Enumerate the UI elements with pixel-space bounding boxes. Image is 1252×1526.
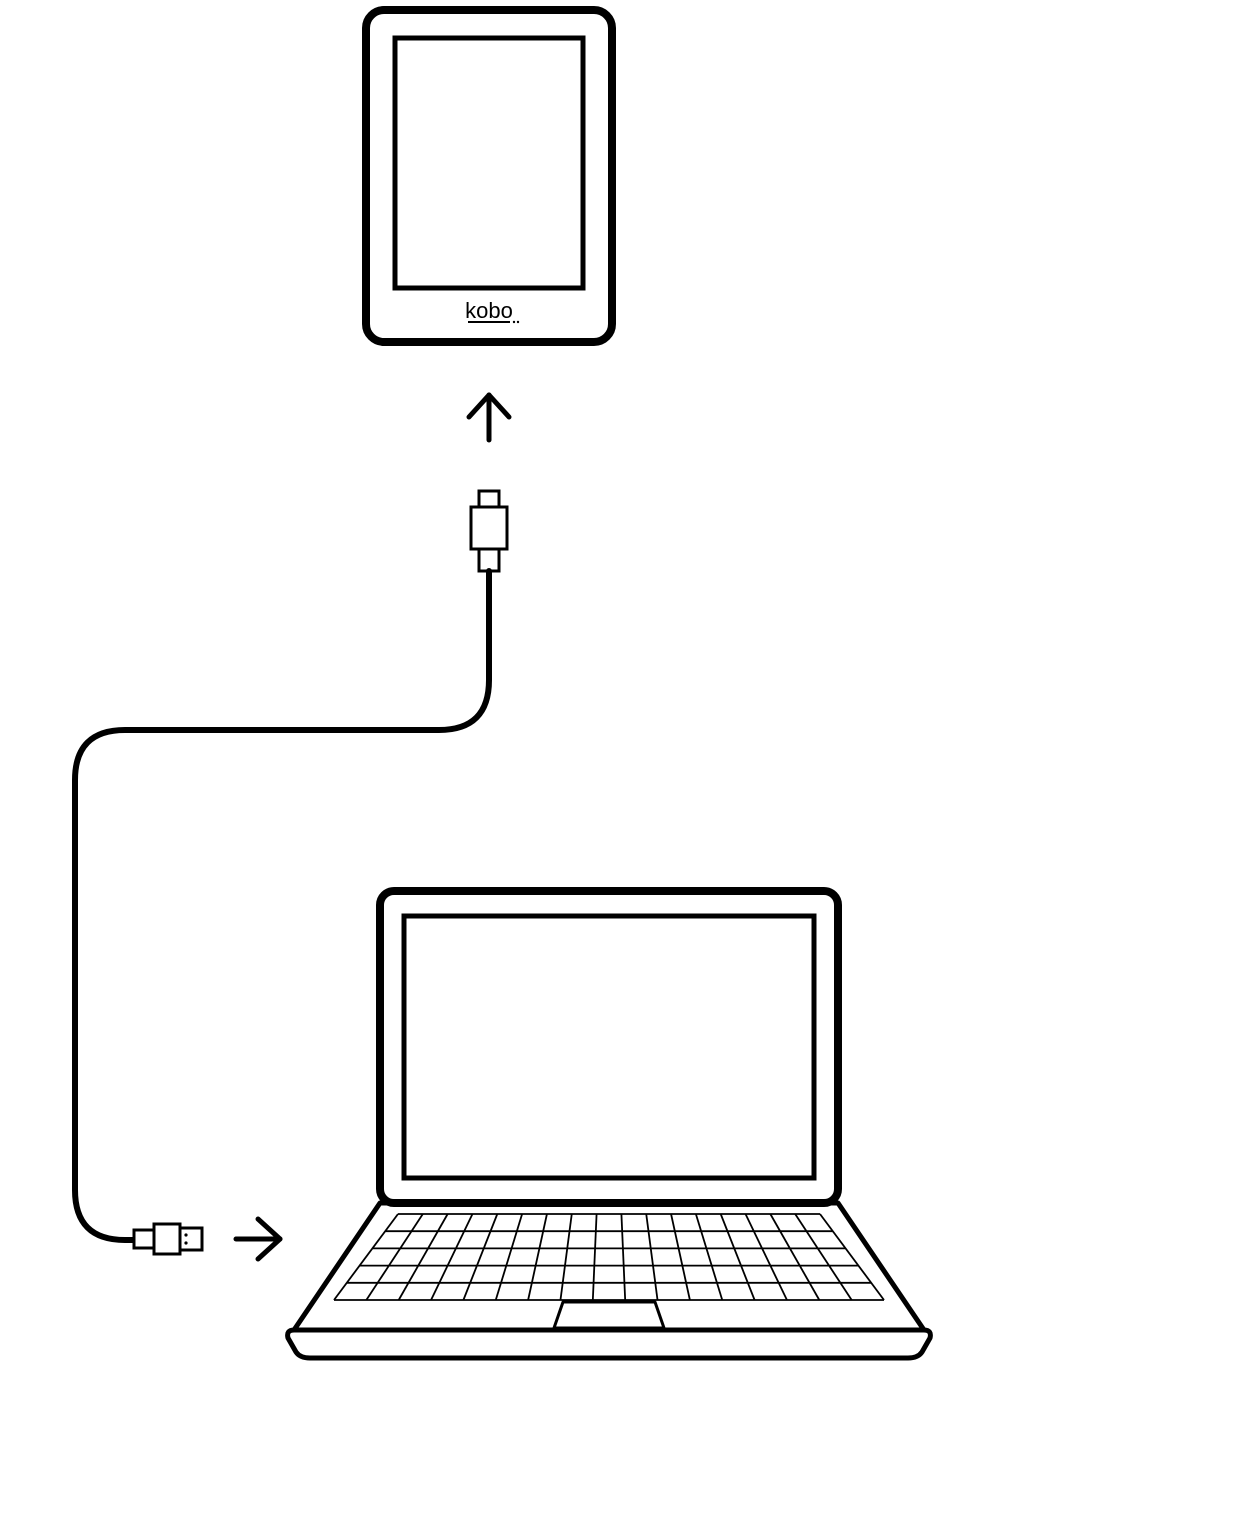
cable-usb-body <box>154 1224 180 1254</box>
logo-dot-icon <box>513 321 515 323</box>
laptop-base <box>288 1330 931 1358</box>
usb-pin-icon <box>184 1233 187 1236</box>
ereader-screen <box>395 38 583 288</box>
laptop-screen <box>404 916 814 1178</box>
cable-micro-body <box>471 507 507 549</box>
cable-usb-sleeve <box>134 1230 154 1248</box>
cable-usb-metal <box>180 1228 202 1250</box>
cable-micro-sleeve <box>479 549 499 571</box>
ereader-logo: kobo <box>465 298 513 323</box>
usb-pin-icon <box>184 1241 187 1244</box>
logo-dot-icon <box>517 321 519 323</box>
cable-micro-tip <box>479 491 499 507</box>
